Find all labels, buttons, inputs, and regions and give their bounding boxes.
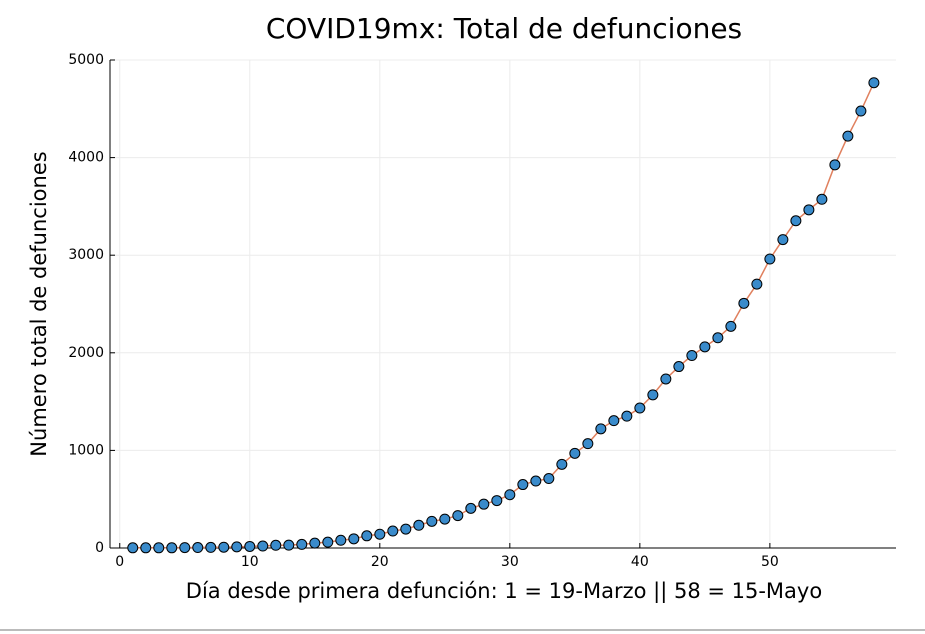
data-point xyxy=(452,510,464,522)
x-tick-label: 20 xyxy=(371,554,389,570)
data-point xyxy=(400,523,412,535)
data-point xyxy=(530,475,542,487)
data-point xyxy=(738,297,750,309)
data-point xyxy=(231,541,243,553)
data-point xyxy=(244,540,256,552)
x-tick-label: 0 xyxy=(115,554,124,570)
y-tick-label: 2000 xyxy=(68,345,104,361)
data-point xyxy=(803,204,815,216)
y-tick-label: 3000 xyxy=(68,247,104,263)
data-point xyxy=(374,528,386,540)
data-point xyxy=(205,541,217,553)
data-point xyxy=(569,447,581,459)
data-point xyxy=(673,361,685,373)
data-point xyxy=(478,498,490,510)
data-point xyxy=(166,542,178,554)
data-point xyxy=(660,373,672,385)
y-axis-label: Número total de defunciones xyxy=(27,151,51,456)
data-point xyxy=(127,542,139,554)
y-tick-label: 0 xyxy=(95,540,104,556)
data-point xyxy=(595,423,607,435)
y-tick-label: 4000 xyxy=(68,150,104,166)
x-tick-label: 50 xyxy=(761,554,779,570)
data-point xyxy=(751,278,763,290)
data-point xyxy=(816,193,828,205)
data-point xyxy=(309,537,321,549)
data-point xyxy=(855,105,867,117)
data-point xyxy=(192,542,204,554)
data-point xyxy=(556,458,568,470)
data-point xyxy=(322,536,334,548)
data-point xyxy=(504,489,516,501)
data-point xyxy=(283,539,295,551)
data-point xyxy=(829,159,841,171)
x-tick-label: 10 xyxy=(241,554,259,570)
data-point xyxy=(517,479,529,491)
data-point xyxy=(413,519,425,531)
data-point xyxy=(686,350,698,362)
data-point xyxy=(491,495,503,507)
data-point xyxy=(335,534,347,546)
data-point xyxy=(842,130,854,142)
data-point xyxy=(868,77,880,89)
data-point xyxy=(270,539,282,551)
chart-title: COVID19mx: Total de defunciones xyxy=(266,12,742,45)
x-tick-label: 40 xyxy=(631,554,649,570)
data-point xyxy=(296,538,308,550)
data-point xyxy=(140,542,152,554)
data-point xyxy=(348,533,360,545)
data-point xyxy=(257,540,269,552)
data-point xyxy=(712,332,724,344)
data-point xyxy=(465,502,477,514)
x-axis-label: Día desde primera defunción: 1 = 19-Marz… xyxy=(186,579,822,604)
series-line xyxy=(132,82,875,549)
data-point xyxy=(153,542,165,554)
data-point xyxy=(725,320,737,332)
data-point xyxy=(361,530,373,542)
y-tick-label: 5000 xyxy=(68,52,104,68)
data-point xyxy=(608,415,620,427)
data-point xyxy=(790,215,802,227)
data-point xyxy=(439,513,451,525)
data-point xyxy=(218,541,230,553)
data-point xyxy=(699,341,711,353)
x-tick-label: 30 xyxy=(501,554,519,570)
data-point xyxy=(764,253,776,265)
data-point xyxy=(647,389,659,401)
data-point xyxy=(621,410,633,422)
data-point xyxy=(777,234,789,246)
data-point xyxy=(634,402,646,414)
y-tick-label: 1000 xyxy=(68,442,104,458)
data-point xyxy=(543,473,555,485)
data-point xyxy=(387,525,399,537)
data-point xyxy=(179,542,191,554)
data-point xyxy=(426,515,438,527)
data-point xyxy=(582,438,594,450)
